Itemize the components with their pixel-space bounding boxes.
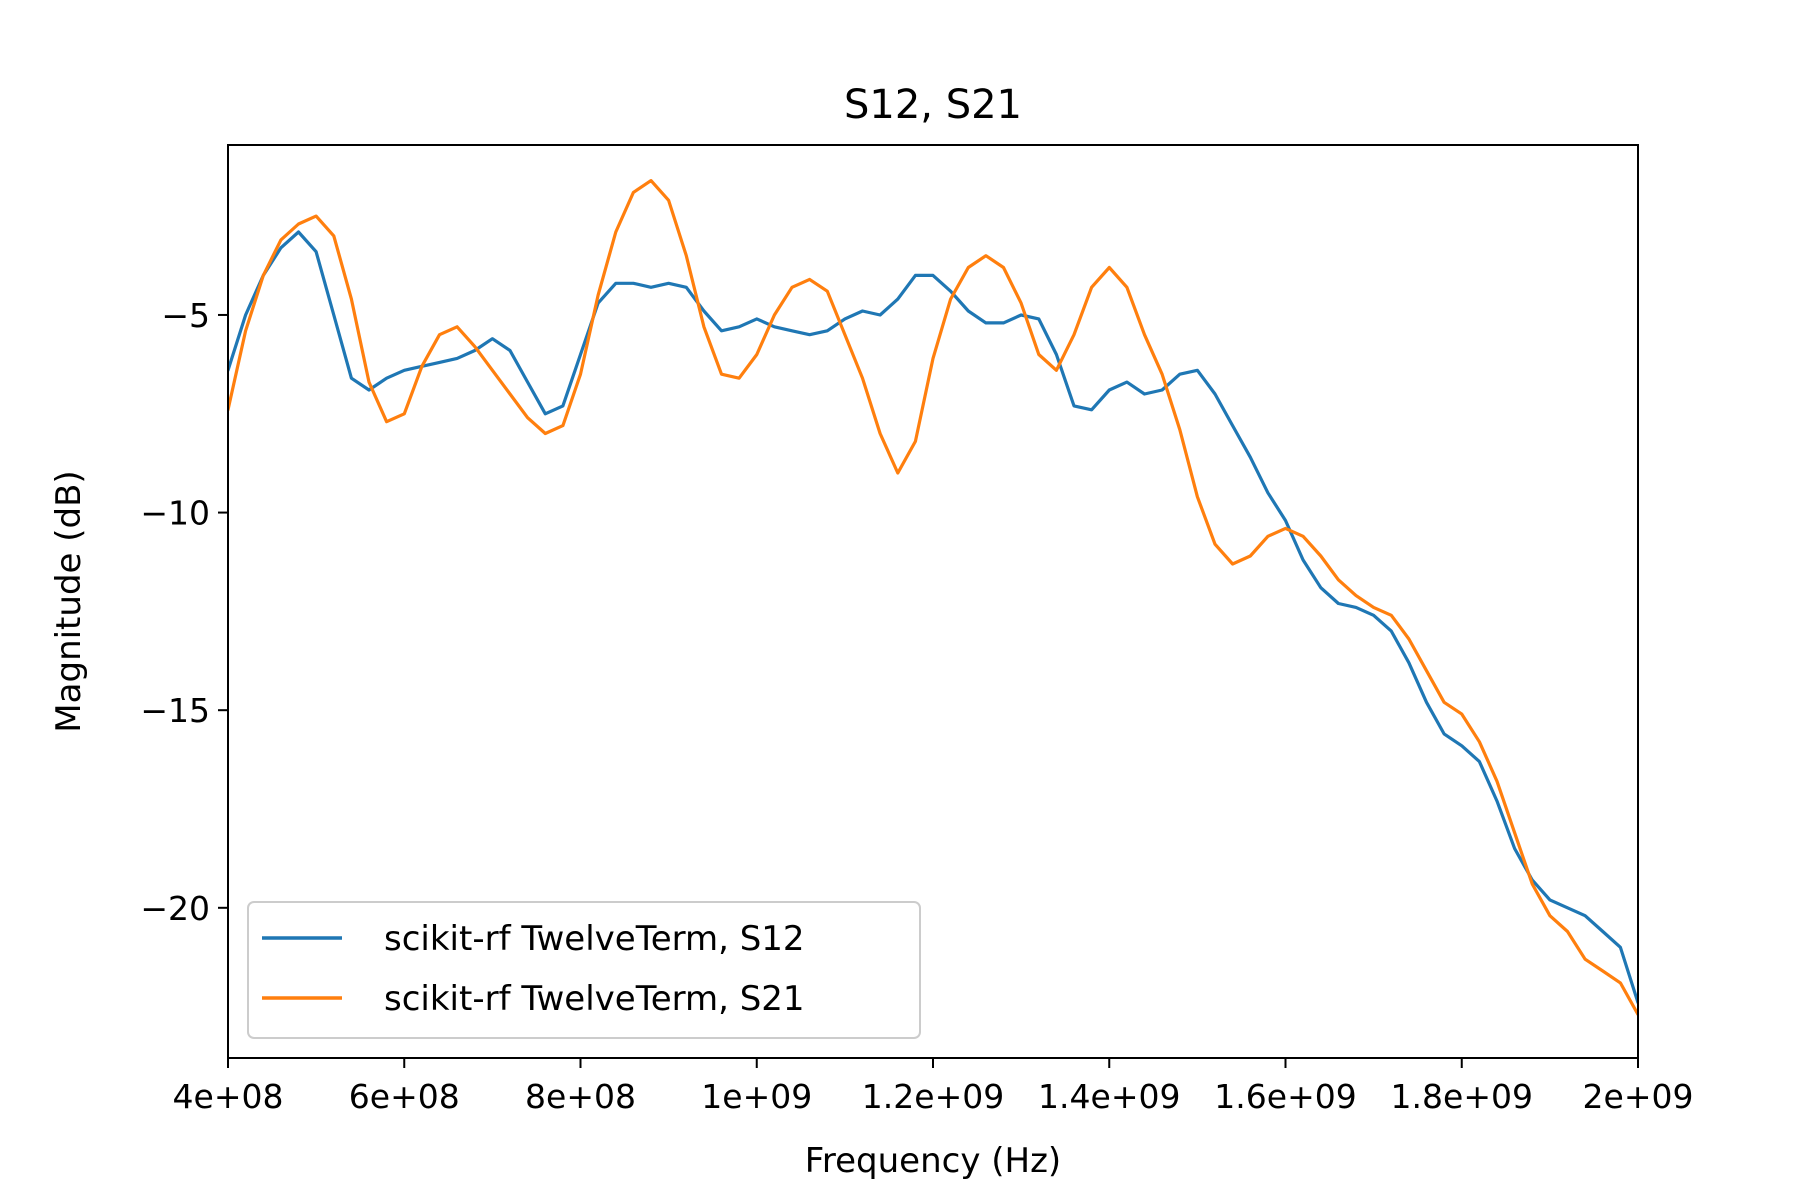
series-line-s21: [228, 179, 1638, 1017]
x-tick-label: 1.8e+09: [1391, 1077, 1533, 1116]
x-tick-label: 1.2e+09: [862, 1077, 1004, 1116]
x-tick-label: 1.6e+09: [1214, 1077, 1356, 1116]
series-layer: [228, 179, 1638, 1017]
x-axis: 4e+08 6e+08 8e+08 1e+09 1.2e+09 1.4e+09 1.6e+0…: [173, 1058, 1694, 1116]
y-axis-label: Magnitude (dB): [49, 470, 89, 732]
x-tick-label: 6e+08: [349, 1077, 460, 1116]
y-tick-label: −10: [140, 494, 210, 533]
x-tick-label: 1.4e+09: [1038, 1077, 1180, 1116]
x-tick-label: 2e+09: [1583, 1077, 1694, 1116]
x-axis-label: Frequency (Hz): [805, 1141, 1061, 1181]
chart-title: S12, S21: [844, 82, 1022, 128]
series-line-s12: [228, 230, 1638, 1005]
y-tick-label: −5: [161, 296, 210, 335]
x-tick-label: 4e+08: [173, 1077, 284, 1116]
y-tick-label: −20: [140, 889, 210, 928]
legend: scikit-rf TwelveTerm, S12 scikit-rf Twelv…: [247, 901, 921, 1039]
y-axis: −5 −10 −15 −20: [140, 296, 228, 928]
legend-label: scikit-rf TwelveTerm, S12: [384, 919, 805, 959]
y-tick-label: −15: [140, 691, 210, 730]
legend-box: [247, 901, 921, 1039]
x-tick-label: 1e+09: [701, 1077, 812, 1116]
legend-label: scikit-rf TwelveTerm, S21: [384, 979, 805, 1019]
x-tick-label: 8e+08: [525, 1077, 636, 1116]
